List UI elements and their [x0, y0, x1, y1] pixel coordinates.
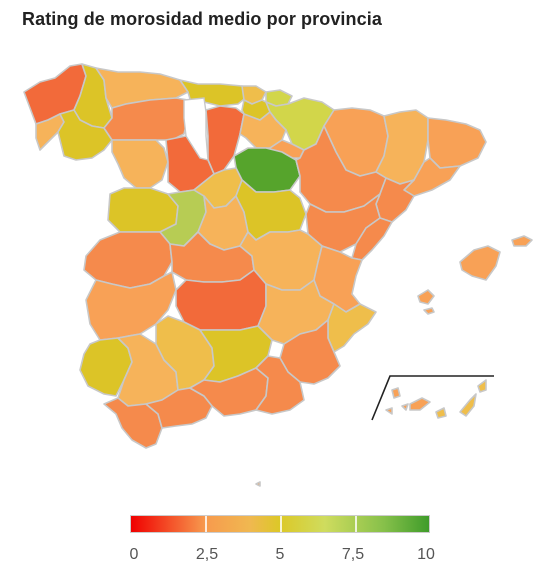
province-gran-canaria[interactable]: [435, 407, 447, 419]
province-fuerteventura[interactable]: [459, 393, 477, 417]
province-ourense[interactable]: [57, 109, 113, 161]
province-mallorca[interactable]: [459, 245, 501, 281]
province-girona[interactable]: [427, 117, 487, 169]
legend-tick-mark: [205, 516, 207, 532]
legend-tick-mark: [280, 516, 282, 532]
canary-inset-frame: [371, 375, 494, 421]
province-ceuta[interactable]: [255, 481, 261, 487]
province-tenerife[interactable]: [409, 397, 431, 411]
province-la-gomera[interactable]: [401, 403, 409, 411]
legend-tick-label: 2,5: [195, 546, 219, 563]
province-la-palma[interactable]: [391, 387, 401, 399]
province-cadiz[interactable]: [103, 397, 163, 449]
legend-tick-label: 0: [129, 546, 139, 563]
color-scale-legend: [130, 515, 430, 533]
no-data-area-north: [183, 97, 209, 161]
province-almeria[interactable]: [255, 355, 305, 415]
province-malaga[interactable]: [145, 387, 213, 429]
province-lanzarote[interactable]: [477, 379, 487, 393]
province-ibiza[interactable]: [417, 289, 435, 305]
province-el-hierro[interactable]: [385, 407, 393, 415]
legend-tick-label: 10: [417, 546, 435, 563]
legend-tick-label: 7,5: [341, 546, 365, 563]
province-formentera[interactable]: [423, 307, 435, 315]
province-menorca[interactable]: [511, 235, 533, 247]
province-badajoz[interactable]: [85, 271, 177, 341]
legend-tick-mark: [355, 516, 357, 532]
province-zamora[interactable]: [111, 139, 169, 189]
province-layer: [23, 63, 533, 487]
map-title: Rating de morosidad medio por provincia: [22, 9, 382, 29]
province-huelva[interactable]: [79, 337, 133, 397]
legend-tick-label: 5: [275, 546, 285, 563]
province-alicante[interactable]: [327, 303, 377, 353]
